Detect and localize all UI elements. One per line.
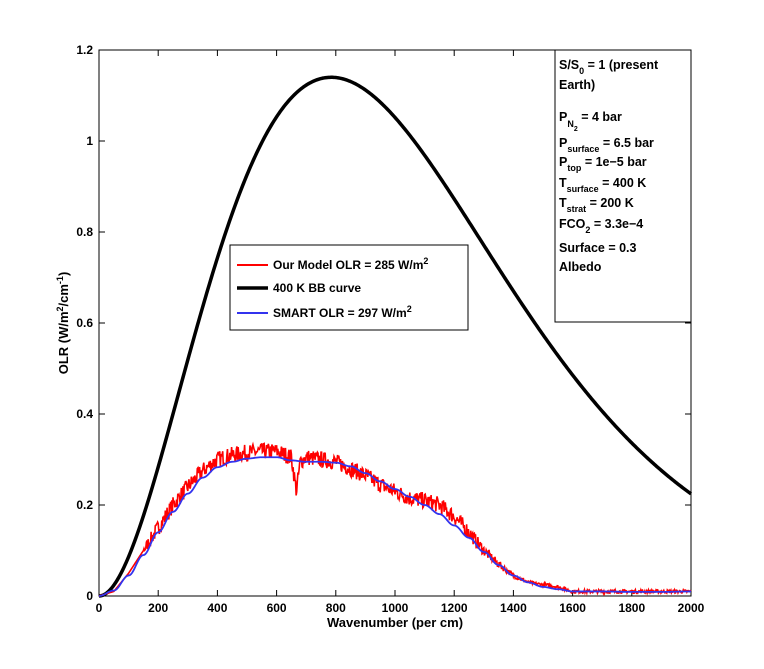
y-tick-label: 1	[86, 134, 93, 148]
legend-box	[229, 244, 469, 331]
series-line-our-model	[98, 441, 692, 597]
annotation-ptop: Ptop = 1e−5 bar	[559, 155, 647, 173]
legend-entry-400k-bb: 400 K BB curve	[273, 281, 361, 295]
legend: Our Model OLR = 285 W/m2 400 K BB curve …	[229, 244, 469, 331]
x-tick-label: 0	[96, 601, 103, 615]
series-line-smart	[98, 456, 691, 597]
x-axis-title: Wavenumber (per cm)	[327, 615, 463, 630]
y-tick-label: 0.6	[76, 316, 93, 330]
annotation-box	[554, 49, 692, 323]
y-axis-title: OLR (W/m2/cm-1)	[55, 272, 71, 375]
annotation-psurface: Psurface = 6.5 bar	[559, 136, 654, 154]
x-tick-label: 1200	[441, 601, 468, 615]
x-tick-label: 200	[148, 601, 168, 615]
parameter-annotation: S/S0 = 1 (present Earth) PN2 = 4 bar Psu…	[554, 49, 692, 323]
annotation-earth: Earth)	[559, 78, 595, 92]
x-tick-label: 1600	[559, 601, 586, 615]
x-tick-labels: 0 200 400 600 800 1000 1200 1400 1600 1800 2000	[96, 601, 705, 615]
annotation-pn2: PN2 = 4 bar	[559, 110, 622, 133]
annotation-tstrat: Tstrat = 200 K	[559, 196, 634, 214]
y-tick-label: 1.2	[76, 43, 93, 57]
y-tick-label: 0	[86, 589, 93, 603]
annotation-surface-albedo: Surface = 0.3	[559, 241, 637, 255]
x-tick-label: 1800	[618, 601, 645, 615]
series-line-400k-bb	[98, 75, 693, 598]
annotation-tsurface: Tsurface = 400 K	[559, 176, 646, 194]
y-tick-labels: 0 0.2 0.4 0.6 0.8 1 1.2	[76, 43, 93, 603]
annotation-albedo: Albedo	[559, 260, 602, 274]
y-tick-label: 0.2	[76, 498, 93, 512]
x-tick-label: 800	[326, 601, 346, 615]
x-tick-label: 2000	[678, 601, 705, 615]
y-tick-label: 0.4	[76, 407, 93, 421]
x-tick-label: 400	[207, 601, 227, 615]
y-tick-label: 0.8	[76, 225, 93, 239]
annotation-solar-ratio: S/S0 = 1 (present	[559, 58, 659, 76]
legend-entry-smart: SMART OLR = 297 W/m2	[273, 304, 412, 320]
legend-entry-our-model: Our Model OLR = 285 W/m2	[273, 256, 428, 272]
annotation-fco2: FCO2 = 3.3e−4	[559, 217, 643, 235]
series-layer	[98, 75, 693, 598]
x-tick-label: 1000	[382, 601, 409, 615]
x-tick-label: 1400	[500, 601, 527, 615]
x-tick-label: 600	[267, 601, 287, 615]
